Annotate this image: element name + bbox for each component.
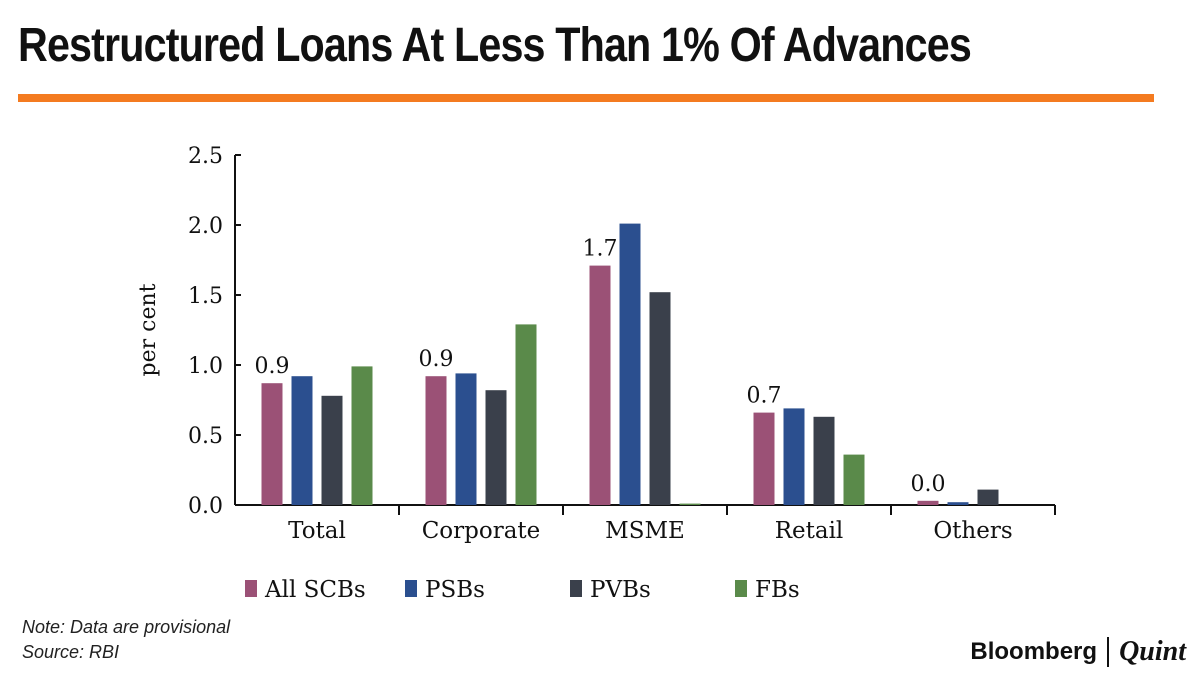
bar-pvbs xyxy=(813,416,835,505)
bar-psbs xyxy=(783,408,805,505)
data-label: 0.9 xyxy=(419,347,454,372)
page-title: Restructured Loans At Less Than 1% Of Ad… xyxy=(18,19,972,72)
data-label: 0.7 xyxy=(747,384,782,409)
bar-fbs xyxy=(843,454,865,505)
data-label: 1.7 xyxy=(583,237,618,262)
legend-label: FBs xyxy=(755,577,800,603)
bar-pvbs xyxy=(485,390,507,505)
bar-all-scbs xyxy=(261,383,283,505)
legend-label: All SCBs xyxy=(264,577,366,603)
bar-pvbs xyxy=(977,489,999,505)
legend-swatch xyxy=(570,580,582,597)
y-axis-label: per cent xyxy=(136,283,161,376)
brand-quint: Quint xyxy=(1119,636,1186,667)
bar-psbs xyxy=(291,376,313,505)
bar-all-scbs xyxy=(425,376,447,505)
y-tick-label: 2.0 xyxy=(188,214,223,239)
bar-psbs xyxy=(619,223,641,505)
note-text: Note: Data are provisional xyxy=(22,617,231,637)
brand-logo: Bloomberg Quint xyxy=(970,636,1186,668)
source-text: Source: RBI xyxy=(22,642,120,662)
y-tick-label: 1.0 xyxy=(188,354,223,379)
bar-pvbs xyxy=(321,395,343,505)
data-label: 0.9 xyxy=(255,354,290,379)
x-tick-label: Others xyxy=(933,518,1012,544)
title-underline xyxy=(18,94,1154,102)
brand-bloomberg: Bloomberg xyxy=(970,638,1098,665)
y-tick-label: 0.0 xyxy=(188,494,223,519)
bar-all-scbs xyxy=(753,412,775,505)
bar-fbs xyxy=(351,366,373,505)
brand-separator xyxy=(1107,637,1110,667)
legend-swatch xyxy=(735,580,747,597)
bar-psbs xyxy=(947,502,969,505)
x-tick-label: Retail xyxy=(775,518,844,544)
bar-psbs xyxy=(455,373,477,505)
legend-label: PVBs xyxy=(590,577,651,603)
legend-swatch xyxy=(405,580,417,597)
legend-label: PSBs xyxy=(425,577,485,603)
bar-all-scbs xyxy=(589,265,611,505)
x-tick-label: Total xyxy=(288,518,346,544)
legend-swatch xyxy=(245,580,257,597)
data-label: 0.0 xyxy=(911,472,946,497)
x-tick-label: Corporate xyxy=(422,518,541,544)
y-tick-label: 0.5 xyxy=(188,424,223,449)
bar-pvbs xyxy=(649,292,671,505)
bar-fbs xyxy=(515,324,537,505)
bar-fbs xyxy=(679,503,701,505)
y-tick-label: 2.5 xyxy=(188,144,223,169)
x-tick-label: MSME xyxy=(605,518,685,544)
bar-all-scbs xyxy=(917,500,939,505)
y-tick-label: 1.5 xyxy=(188,284,223,309)
